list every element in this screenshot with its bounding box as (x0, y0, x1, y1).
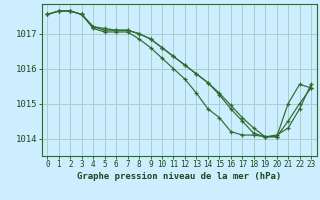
X-axis label: Graphe pression niveau de la mer (hPa): Graphe pression niveau de la mer (hPa) (77, 172, 281, 181)
